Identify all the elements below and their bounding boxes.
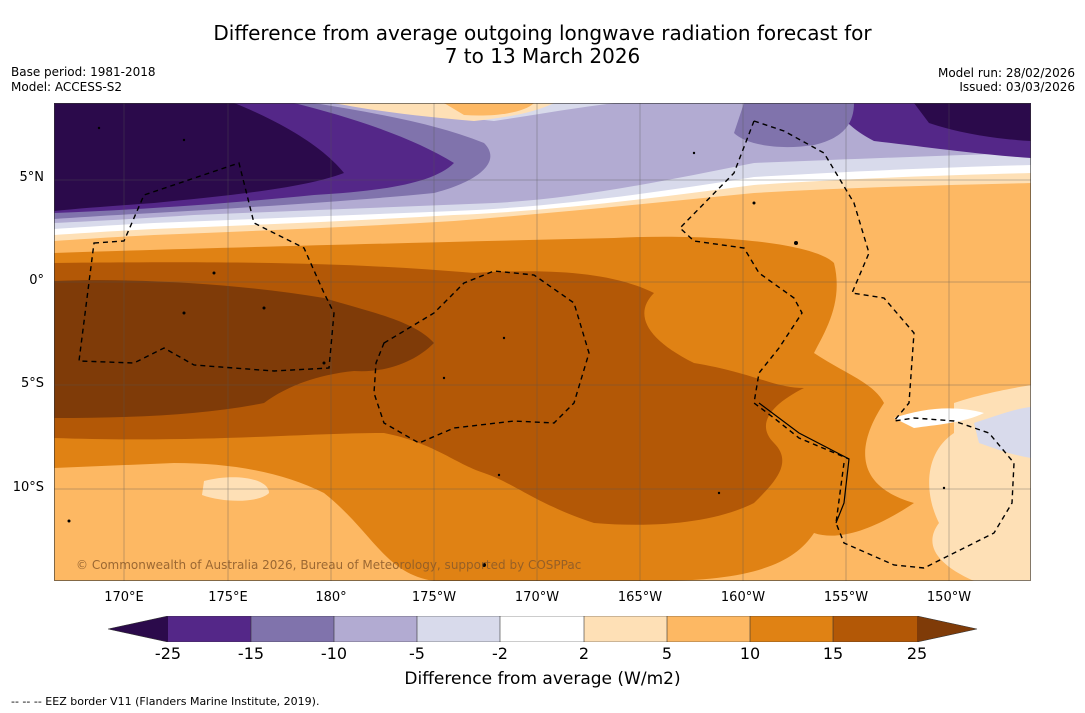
anomaly-fill-above-25 [54, 280, 434, 418]
colorbar-tick: -2 [492, 644, 508, 663]
colorbar-tick: -5 [409, 644, 425, 663]
colorbar-tick: -15 [237, 644, 265, 663]
colorbar [108, 616, 978, 642]
colorbar-tick: 10 [739, 644, 761, 663]
lat-label-5n: 5°N [19, 170, 45, 185]
copyright-credit: © Commonwealth of Australia 2026, Bureau… [76, 558, 582, 572]
colorbar-swatch [750, 616, 833, 642]
colorbar-tick: 5 [661, 644, 673, 663]
lon-label-175e: 175°E [208, 590, 248, 605]
lon-label-160w: 160°W [720, 590, 766, 605]
colorbar-swatch [334, 616, 417, 642]
colorbar-swatch [833, 616, 917, 642]
base-period: Base period: 1981-2018 [11, 65, 156, 79]
lat-label-0: 0° [29, 273, 44, 288]
lat-label-5s: 5°S [20, 376, 44, 391]
lon-label-150w: 150°W [926, 590, 972, 605]
lon-label-170w: 170°W [514, 590, 560, 605]
lon-label-170e: 170°E [104, 590, 144, 605]
lat-label-10s: 10°S [12, 480, 44, 495]
colorbar-tick: 15 [822, 644, 844, 663]
model-name: Model: ACCESS-S2 [11, 80, 123, 94]
colorbar-tick: 2 [578, 644, 590, 663]
colorbar-swatch [417, 616, 500, 642]
lon-label-165w: 165°W [617, 590, 663, 605]
colorbar-tick: -10 [320, 644, 348, 663]
colorbar-swatch [667, 616, 750, 642]
model-run: Model run: 28/02/2026 [937, 66, 1075, 80]
colorbar-swatch [500, 616, 584, 642]
colorbar-swatch [584, 616, 667, 642]
colorbar-tick: -25 [154, 644, 182, 663]
islands [67, 126, 946, 567]
colorbar-tick: 25 [906, 644, 928, 663]
ocean-map [54, 103, 1031, 581]
colorbar-title: Difference from average (W/m2) [404, 669, 681, 689]
graticule [54, 103, 1031, 581]
colorbar-swatch [251, 616, 334, 642]
eez-border-solid [758, 402, 850, 524]
colorbar-extend-low [108, 616, 168, 642]
title-line-2: 7 to 13 March 2026 [444, 44, 641, 68]
lon-label-155w: 155°W [823, 590, 869, 605]
colorbar-swatch [168, 616, 251, 642]
eez-borders [78, 120, 1015, 569]
colorbar-extend-high [917, 616, 977, 642]
eez-footnote: -- -- -- EEZ border V11 (Flanders Marine… [11, 695, 320, 708]
lon-label-175w: 175°W [411, 590, 457, 605]
title-line-1: Difference from average outgoing longwav… [213, 21, 872, 45]
lon-label-180: 180° [315, 590, 347, 605]
issued-date: Issued: 03/03/2026 [959, 80, 1075, 94]
anomaly-fill-below-neg-25 [54, 103, 344, 211]
